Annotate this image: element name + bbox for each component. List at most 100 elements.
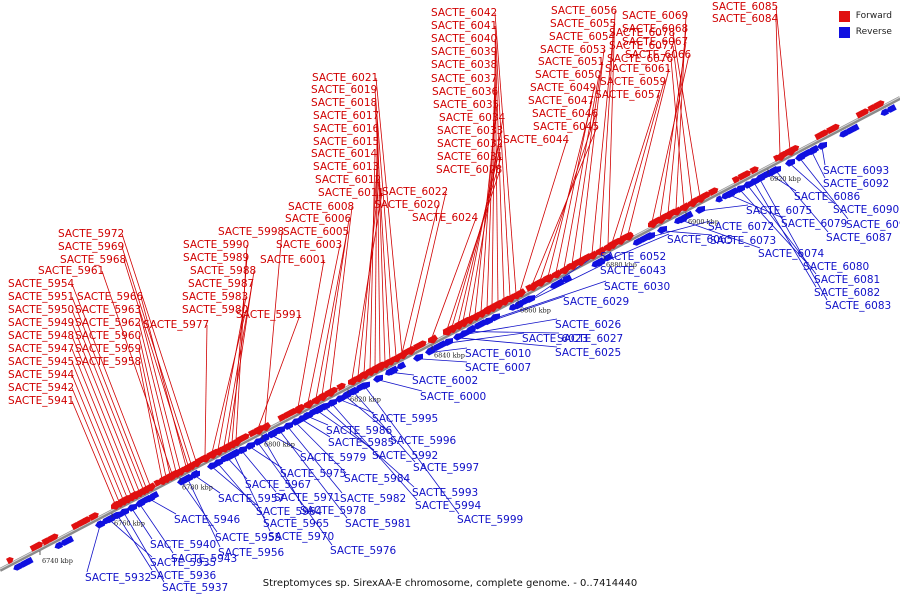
forward-gene-label[interactable]: SACTE_6005 <box>283 226 349 238</box>
reverse-gene-label[interactable]: SACTE_5965 <box>263 518 329 530</box>
forward-gene-label[interactable]: SACTE_6016 <box>313 123 380 135</box>
reverse-gene-label[interactable]: SACTE_5946 <box>174 514 241 526</box>
forward-gene-arrow[interactable] <box>398 350 408 360</box>
forward-gene-label[interactable]: SACTE_6041 <box>431 20 497 32</box>
forward-gene-label[interactable]: SACTE_6077 <box>609 40 675 52</box>
reverse-gene-label[interactable]: SACTE_6093 <box>823 165 889 177</box>
forward-gene-label[interactable]: SACTE_6011 <box>318 187 384 199</box>
forward-gene-label[interactable]: SACTE_5988 <box>190 265 256 277</box>
forward-gene-arrow[interactable] <box>304 399 314 409</box>
reverse-gene-label[interactable]: SACTE_6007 <box>465 362 531 374</box>
reverse-gene-label[interactable]: SACTE_6052 <box>600 251 666 263</box>
forward-gene-label[interactable]: SACTE_5962 <box>75 317 141 329</box>
forward-gene-label[interactable]: SACTE_6049 <box>530 82 596 94</box>
reverse-gene-arrow[interactable] <box>807 147 817 156</box>
forward-gene-arrow[interactable] <box>528 281 538 291</box>
reverse-gene-arrow[interactable] <box>465 326 475 335</box>
forward-gene-arrow[interactable] <box>536 277 546 287</box>
forward-gene-label[interactable]: SACTE_6084 <box>712 13 779 25</box>
reverse-gene-label[interactable]: SACTE_6075 <box>746 205 812 217</box>
forward-gene-arrow[interactable] <box>664 210 674 220</box>
forward-gene-label[interactable]: SACTE_5960 <box>75 330 141 342</box>
reverse-gene-label[interactable]: SACTE_6027 <box>557 333 623 345</box>
forward-gene-label[interactable]: SACTE_5951 <box>8 291 74 303</box>
forward-gene-label[interactable]: SACTE_6017 <box>313 110 379 122</box>
forward-gene-label[interactable]: SACTE_6033 <box>437 125 503 137</box>
reverse-gene-label[interactable]: SACTE_5979 <box>300 452 366 464</box>
reverse-gene-arrow[interactable] <box>349 387 359 396</box>
reverse-gene-label[interactable]: SACTE_5981 <box>345 518 411 530</box>
reverse-gene-label[interactable]: SACTE_6026 <box>555 319 622 331</box>
forward-gene-label[interactable]: SACTE_5977 <box>143 319 209 331</box>
forward-gene-label[interactable]: SACTE_6044 <box>503 134 570 146</box>
reverse-gene-label[interactable]: SACTE_5984 <box>344 473 411 485</box>
forward-gene-label[interactable]: SACTE_6050 <box>535 69 601 81</box>
forward-gene-label[interactable]: SACTE_6085 <box>712 1 778 13</box>
reverse-gene-arrow[interactable] <box>119 507 129 516</box>
forward-gene-label[interactable]: SACTE_5987 <box>188 278 254 290</box>
reverse-gene-label[interactable]: SACTE_5992 <box>372 450 438 462</box>
forward-gene-arrow[interactable] <box>786 146 796 156</box>
forward-gene-arrow[interactable] <box>588 250 598 260</box>
forward-gene-label[interactable]: SACTE_5991 <box>236 309 302 321</box>
reverse-gene-label[interactable]: SACTE_6086 <box>794 191 861 203</box>
reverse-gene-arrow[interactable] <box>229 450 239 459</box>
forward-gene-label[interactable]: SACTE_6032 <box>437 138 503 150</box>
forward-gene-label[interactable]: SACTE_6021 <box>312 72 378 84</box>
forward-gene-label[interactable]: SACTE_5972 <box>58 228 124 240</box>
forward-gene-label[interactable]: SACTE_5949 <box>8 317 74 329</box>
forward-gene-label[interactable]: SACTE_6020 <box>374 199 440 211</box>
forward-gene-label[interactable]: SACTE_6076 <box>607 53 674 65</box>
forward-gene-label[interactable]: SACTE_6006 <box>285 213 352 225</box>
forward-gene-label[interactable]: SACTE_6046 <box>532 108 599 120</box>
reverse-gene-label[interactable]: SACTE_5997 <box>413 462 479 474</box>
forward-gene-label[interactable]: SACTE_5954 <box>8 278 75 290</box>
forward-gene-label[interactable]: SACTE_5983 <box>182 291 248 303</box>
forward-gene-label[interactable]: SACTE_6078 <box>609 27 675 39</box>
forward-gene-label[interactable]: SACTE_6054 <box>549 31 616 43</box>
reverse-gene-arrow[interactable] <box>190 470 200 479</box>
forward-gene-arrow[interactable] <box>616 235 626 245</box>
forward-gene-label[interactable]: SACTE_6001 <box>260 254 326 266</box>
reverse-gene-arrow[interactable] <box>785 158 795 167</box>
reverse-gene-arrow[interactable] <box>145 494 155 503</box>
forward-gene-arrow[interactable] <box>624 231 634 241</box>
forward-gene-label[interactable]: SACTE_5989 <box>183 252 249 264</box>
forward-gene-label[interactable]: SACTE_5944 <box>8 369 75 381</box>
reverse-gene-arrow[interactable] <box>95 520 105 529</box>
reverse-gene-arrow[interactable] <box>127 503 137 512</box>
reverse-gene-label[interactable]: SACTE_5978 <box>300 505 366 517</box>
forward-gene-label[interactable]: SACTE_6051 <box>538 56 604 68</box>
forward-gene-arrow[interactable] <box>428 334 438 344</box>
reverse-gene-arrow[interactable] <box>373 374 383 383</box>
forward-gene-label[interactable]: SACTE_6067 <box>622 36 688 48</box>
forward-gene-arrow[interactable] <box>776 151 786 161</box>
forward-gene-label[interactable]: SACTE_6035 <box>433 99 499 111</box>
forward-gene-label[interactable]: SACTE_6014 <box>311 148 378 160</box>
forward-gene-arrow[interactable] <box>326 387 336 397</box>
forward-gene-arrow[interactable] <box>576 256 586 266</box>
forward-gene-label[interactable]: SACTE_5963 <box>75 304 141 316</box>
reverse-gene-label[interactable]: SACTE_6043 <box>600 265 666 277</box>
forward-gene-label[interactable]: SACTE_5980 <box>182 304 248 316</box>
reverse-gene-label[interactable]: SACTE_5986 <box>326 425 393 437</box>
reverse-gene-label[interactable]: SACTE_5943 <box>171 553 237 565</box>
reverse-gene-arrow[interactable] <box>245 441 255 450</box>
reverse-gene-arrow[interactable] <box>525 295 535 304</box>
forward-gene-arrow[interactable] <box>544 273 554 283</box>
reverse-gene-label[interactable]: SACTE_6025 <box>555 347 621 359</box>
reverse-gene-arrow[interactable] <box>795 153 805 162</box>
reverse-gene-label[interactable]: SACTE_6074 <box>758 248 825 260</box>
reverse-gene-label[interactable]: SACTE_5964 <box>256 506 323 518</box>
reverse-gene-label[interactable]: SACTE_6002 <box>412 375 478 387</box>
forward-gene-label[interactable]: SACTE_6036 <box>432 86 499 98</box>
reverse-gene-label[interactable]: SACTE_5982 <box>340 493 406 505</box>
forward-gene-label[interactable]: SACTE_6013 <box>313 161 379 173</box>
reverse-gene-arrow[interactable] <box>645 232 655 241</box>
reverse-gene-label[interactable]: SACTE_6092 <box>823 178 889 190</box>
forward-gene-label[interactable]: SACTE_6053 <box>540 44 606 56</box>
reverse-gene-label[interactable]: SACTE_5971 <box>274 492 340 504</box>
reverse-gene-arrow[interactable] <box>490 313 500 322</box>
forward-gene-label[interactable]: SACTE_6042 <box>431 7 497 19</box>
forward-gene-label[interactable]: SACTE_6024 <box>412 212 479 224</box>
